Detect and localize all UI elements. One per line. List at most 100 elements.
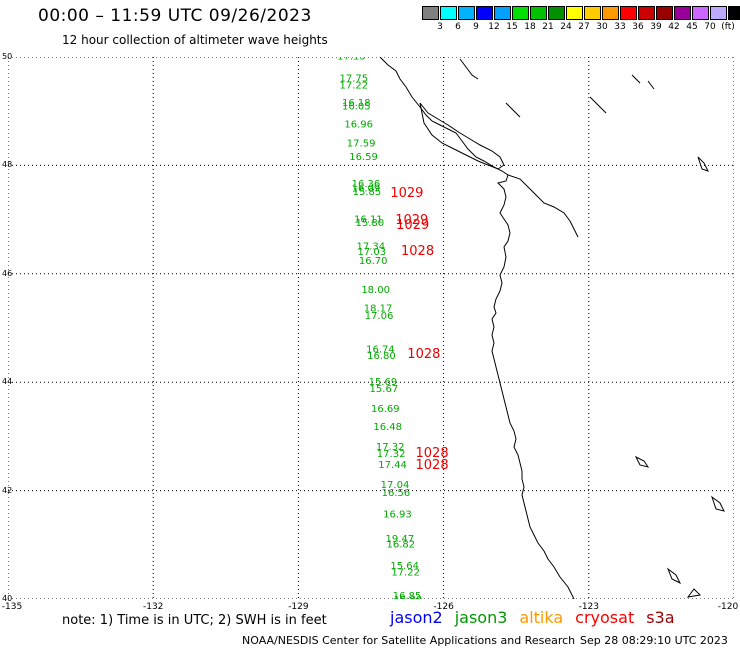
wave-height-value: 16.69 bbox=[371, 404, 400, 415]
satellite-legend: jason2 jason3 altika cryosat s3a bbox=[390, 608, 687, 627]
wave-height-value: 16.93 bbox=[383, 510, 412, 521]
pressure-value: 1028 bbox=[407, 347, 440, 362]
coastline bbox=[379, 57, 725, 599]
color-swatch bbox=[710, 6, 727, 20]
graticule bbox=[8, 57, 734, 599]
wave-height-labels: 17.1517.7517.2216.1816.0516.9617.5916.59… bbox=[337, 57, 422, 599]
pressure-value: 1028 bbox=[401, 244, 434, 259]
color-swatch bbox=[422, 6, 439, 20]
color-scale-tick: 27 bbox=[578, 22, 590, 32]
wave-height-value: 17.06 bbox=[365, 311, 394, 322]
coastline-northeast bbox=[459, 58, 655, 118]
wave-height-value: 16.85 bbox=[393, 591, 422, 599]
footer-credit: NOAA/NESDIS Center for Satellite Applica… bbox=[242, 634, 576, 647]
legend-item-s3a: s3a bbox=[646, 608, 675, 627]
wave-height-value: 16.59 bbox=[349, 152, 378, 163]
color-swatch bbox=[656, 6, 673, 20]
wave-height-value: 16.74 bbox=[366, 344, 395, 355]
color-scale-tick: 39 bbox=[650, 22, 662, 32]
island-3 bbox=[634, 455, 650, 468]
color-scale-tick: 36 bbox=[632, 22, 644, 32]
footer-timestamp: Sep 28 08:29:10 UTC 2023 bbox=[580, 634, 728, 647]
color-scale-tick: 6 bbox=[455, 22, 461, 32]
legend-item-jason3: jason3 bbox=[454, 608, 508, 627]
color-scale-tick: 3 bbox=[437, 22, 443, 32]
color-scale-tick: 30 bbox=[596, 22, 608, 32]
wave-height-value: 17.59 bbox=[347, 138, 376, 149]
color-scale-tick: (ft) bbox=[721, 22, 735, 32]
wave-height-value: 17.75 bbox=[340, 73, 369, 84]
wave-height-value: 15.80 bbox=[356, 218, 385, 229]
pressure-value: 1029 bbox=[396, 218, 429, 233]
pressure-value: 1029 bbox=[395, 213, 428, 228]
wave-height-value: 17.32 bbox=[377, 449, 406, 460]
wave-height-value: 17.04 bbox=[381, 480, 410, 491]
color-swatch bbox=[566, 6, 583, 20]
wave-height-value: 16.36 bbox=[352, 179, 381, 190]
wave-height-value: 16.70 bbox=[359, 256, 388, 267]
pressure-value: 1028 bbox=[416, 446, 449, 461]
color-scale-tick: 24 bbox=[560, 22, 572, 32]
color-swatch bbox=[494, 6, 511, 20]
wave-height-value: 16.05 bbox=[342, 102, 371, 113]
wave-height-value: 17.44 bbox=[378, 460, 407, 471]
footer-note: note: 1) Time is in UTC; 2) SWH is in fe… bbox=[62, 613, 327, 628]
island-4 bbox=[666, 567, 682, 585]
wave-height-value: 17.22 bbox=[391, 568, 420, 579]
page-subtitle: 12 hour collection of altimeter wave hei… bbox=[62, 33, 328, 47]
wave-height-value: 15.64 bbox=[390, 561, 419, 572]
wave-height-value: 17.34 bbox=[356, 241, 385, 252]
color-scale-tick: 21 bbox=[542, 22, 554, 32]
coastline-vancouver-island bbox=[419, 102, 505, 170]
lon-label: -126 bbox=[433, 602, 454, 612]
color-swatch bbox=[458, 6, 475, 20]
wave-height-value: 17.15 bbox=[337, 57, 366, 63]
color-scale-tick: 45 bbox=[686, 22, 698, 32]
color-scale-tick: 9 bbox=[473, 22, 479, 32]
lon-label: -120 bbox=[717, 602, 739, 612]
wave-height-value: 16.11 bbox=[354, 214, 383, 225]
wave-height-value: 17.32 bbox=[376, 442, 405, 453]
color-scale-tick: 70 bbox=[704, 22, 716, 32]
wave-height-value: 15.69 bbox=[369, 377, 398, 388]
wave-height-value: 15.85 bbox=[353, 187, 382, 198]
pressure-value: 1028 bbox=[416, 458, 449, 473]
legend-item-cryosat: cryosat bbox=[575, 608, 635, 627]
island-2 bbox=[711, 495, 725, 512]
lat-label: 40 bbox=[2, 594, 13, 603]
coastline-puget-sound bbox=[507, 174, 579, 238]
color-swatch bbox=[512, 6, 529, 20]
wave-height-value: 19.47 bbox=[386, 534, 415, 545]
wave-height-value: 17.22 bbox=[340, 80, 369, 91]
color-scale-tick: 12 bbox=[488, 22, 500, 32]
wave-height-value: 18.00 bbox=[361, 285, 390, 296]
lat-label: 50 bbox=[2, 52, 13, 61]
color-scale-ticks: 3 6 9 12 15 18 21 24 27 30 33 36 39 42 45 70 (ft) bbox=[422, 22, 740, 32]
lat-label: 48 bbox=[2, 160, 13, 170]
color-swatch bbox=[602, 6, 619, 20]
color-swatch bbox=[674, 6, 691, 20]
lon-label: -132 bbox=[142, 602, 164, 612]
color-swatch bbox=[728, 6, 740, 20]
wave-height-value: 16.18 bbox=[342, 98, 371, 109]
pressure-value: 1029 bbox=[390, 186, 423, 201]
wave-height-value: 15.67 bbox=[370, 384, 399, 395]
wave-height-value: 16.56 bbox=[382, 488, 411, 499]
island-1 bbox=[697, 156, 709, 172]
color-swatch bbox=[548, 6, 565, 20]
wave-height-value: 18.17 bbox=[364, 304, 393, 315]
color-swatch bbox=[638, 6, 655, 20]
wave-height-value: 16.80 bbox=[367, 351, 396, 362]
map-canvas: 17.1517.7517.2216.1816.0516.9617.5916.59… bbox=[8, 57, 734, 599]
color-swatch bbox=[476, 6, 493, 20]
wave-height-value: 16.09 bbox=[352, 183, 381, 194]
pressure-labels: 102910291029102810281028102810271027 bbox=[390, 186, 449, 473]
color-scale-tick: 18 bbox=[524, 22, 536, 32]
lat-label: 42 bbox=[2, 485, 13, 495]
color-swatch bbox=[692, 6, 709, 20]
color-swatches bbox=[422, 6, 740, 20]
lon-label: -129 bbox=[288, 602, 309, 612]
color-swatch bbox=[440, 6, 457, 20]
lat-label: 46 bbox=[2, 268, 13, 278]
lat-label: 44 bbox=[2, 377, 13, 387]
